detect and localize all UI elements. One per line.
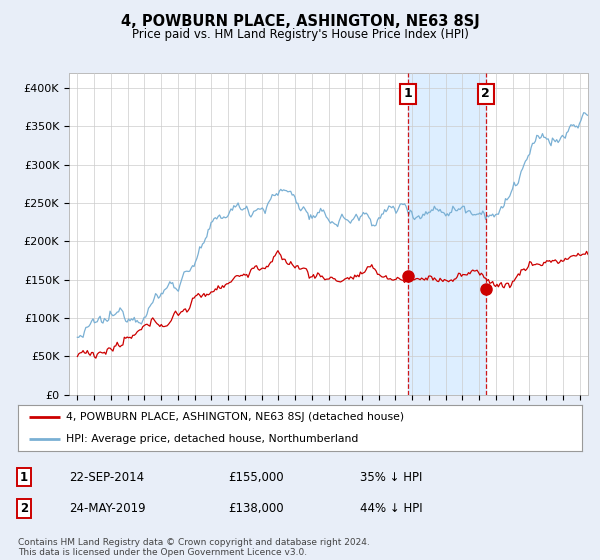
Text: 4, POWBURN PLACE, ASHINGTON, NE63 8SJ (detached house): 4, POWBURN PLACE, ASHINGTON, NE63 8SJ (d… [66, 412, 404, 422]
Text: 35% ↓ HPI: 35% ↓ HPI [360, 470, 422, 484]
Text: 2: 2 [20, 502, 28, 515]
Text: 2: 2 [481, 87, 490, 100]
Text: 24-MAY-2019: 24-MAY-2019 [69, 502, 146, 515]
Text: 4, POWBURN PLACE, ASHINGTON, NE63 8SJ: 4, POWBURN PLACE, ASHINGTON, NE63 8SJ [121, 14, 479, 29]
Text: Price paid vs. HM Land Registry's House Price Index (HPI): Price paid vs. HM Land Registry's House … [131, 28, 469, 41]
Text: 1: 1 [403, 87, 412, 100]
Text: Contains HM Land Registry data © Crown copyright and database right 2024.
This d: Contains HM Land Registry data © Crown c… [18, 538, 370, 557]
Text: 44% ↓ HPI: 44% ↓ HPI [360, 502, 422, 515]
Text: £138,000: £138,000 [228, 502, 284, 515]
Text: 1: 1 [20, 470, 28, 484]
Text: 22-SEP-2014: 22-SEP-2014 [69, 470, 144, 484]
Bar [407, 73, 486, 395]
Text: £155,000: £155,000 [228, 470, 284, 484]
Text: HPI: Average price, detached house, Northumberland: HPI: Average price, detached house, Nort… [66, 435, 358, 444]
